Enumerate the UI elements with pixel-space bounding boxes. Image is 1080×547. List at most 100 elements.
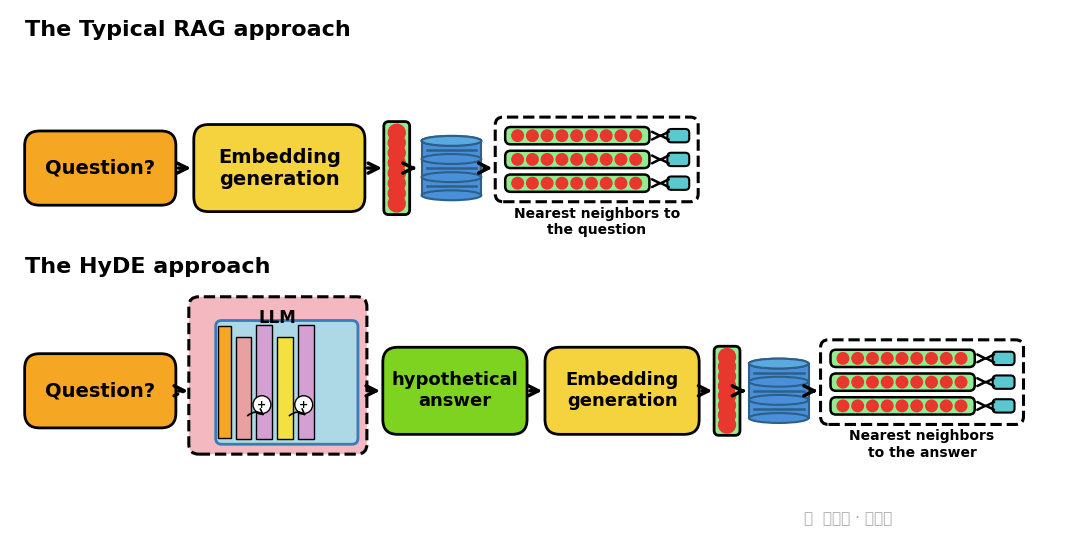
Circle shape xyxy=(941,353,953,364)
Text: hypothetical
answer: hypothetical answer xyxy=(392,371,518,410)
Circle shape xyxy=(616,177,626,189)
Circle shape xyxy=(718,397,735,414)
Circle shape xyxy=(600,154,612,165)
Bar xyxy=(748,382,809,400)
Circle shape xyxy=(852,376,864,388)
Text: The HyDE approach: The HyDE approach xyxy=(25,257,270,277)
Ellipse shape xyxy=(421,136,482,146)
Circle shape xyxy=(389,195,405,212)
Circle shape xyxy=(527,130,538,142)
Circle shape xyxy=(512,130,524,142)
Circle shape xyxy=(837,376,849,388)
Bar xyxy=(421,141,482,159)
Circle shape xyxy=(527,177,538,189)
Bar xyxy=(218,327,231,438)
FancyBboxPatch shape xyxy=(25,354,176,428)
Ellipse shape xyxy=(421,190,482,200)
Ellipse shape xyxy=(421,172,482,182)
Circle shape xyxy=(866,400,878,412)
Text: Question?: Question? xyxy=(45,381,156,400)
Circle shape xyxy=(616,130,626,142)
Ellipse shape xyxy=(421,154,482,164)
Circle shape xyxy=(541,154,553,165)
Bar xyxy=(278,337,294,439)
Ellipse shape xyxy=(748,377,809,387)
Circle shape xyxy=(571,177,582,189)
Circle shape xyxy=(512,177,524,189)
Circle shape xyxy=(616,154,626,165)
FancyBboxPatch shape xyxy=(25,131,176,205)
Circle shape xyxy=(896,376,908,388)
Circle shape xyxy=(852,353,864,364)
FancyBboxPatch shape xyxy=(667,129,689,142)
Circle shape xyxy=(512,154,524,165)
Circle shape xyxy=(571,130,582,142)
FancyBboxPatch shape xyxy=(831,397,975,415)
Circle shape xyxy=(389,175,405,191)
Circle shape xyxy=(630,177,642,189)
Circle shape xyxy=(956,376,967,388)
Circle shape xyxy=(389,165,405,182)
Circle shape xyxy=(852,400,864,412)
Circle shape xyxy=(718,416,735,433)
Circle shape xyxy=(718,348,735,365)
Bar xyxy=(748,364,809,382)
Circle shape xyxy=(585,177,597,189)
Circle shape xyxy=(910,376,922,388)
FancyBboxPatch shape xyxy=(714,346,740,435)
Circle shape xyxy=(956,400,967,412)
Ellipse shape xyxy=(748,413,809,423)
Circle shape xyxy=(571,154,582,165)
Circle shape xyxy=(389,185,405,202)
Circle shape xyxy=(718,368,735,385)
Circle shape xyxy=(896,353,908,364)
Ellipse shape xyxy=(421,136,482,146)
Circle shape xyxy=(881,376,893,388)
Ellipse shape xyxy=(748,395,809,405)
Circle shape xyxy=(926,400,937,412)
Bar xyxy=(421,159,482,177)
Circle shape xyxy=(926,353,937,364)
Circle shape xyxy=(630,154,642,165)
Bar xyxy=(298,325,314,439)
Circle shape xyxy=(556,130,568,142)
Circle shape xyxy=(600,177,612,189)
FancyBboxPatch shape xyxy=(216,321,357,444)
FancyBboxPatch shape xyxy=(193,125,365,212)
Ellipse shape xyxy=(748,359,809,369)
Circle shape xyxy=(630,130,642,142)
Circle shape xyxy=(941,400,953,412)
Text: +: + xyxy=(257,400,267,410)
FancyBboxPatch shape xyxy=(189,297,367,454)
Text: Nearest neighbors to
the question: Nearest neighbors to the question xyxy=(514,207,679,237)
Circle shape xyxy=(556,177,568,189)
Text: Nearest neighbors
to the answer: Nearest neighbors to the answer xyxy=(850,429,995,459)
Circle shape xyxy=(910,400,922,412)
FancyBboxPatch shape xyxy=(993,352,1014,365)
Ellipse shape xyxy=(748,359,809,369)
Circle shape xyxy=(585,154,597,165)
Circle shape xyxy=(585,130,597,142)
Circle shape xyxy=(910,353,922,364)
FancyBboxPatch shape xyxy=(382,347,527,434)
Circle shape xyxy=(718,358,735,375)
Circle shape xyxy=(866,376,878,388)
Text: +: + xyxy=(299,400,309,410)
Circle shape xyxy=(926,376,937,388)
FancyBboxPatch shape xyxy=(993,375,1014,389)
Circle shape xyxy=(837,400,849,412)
Bar xyxy=(256,325,272,439)
Circle shape xyxy=(896,400,908,412)
Circle shape xyxy=(527,154,538,165)
Circle shape xyxy=(718,406,735,423)
Text: 🔗  公众号 · 风叔云: 🔗 公众号 · 风叔云 xyxy=(805,511,892,526)
FancyBboxPatch shape xyxy=(545,347,699,434)
Bar xyxy=(748,400,809,418)
Circle shape xyxy=(941,376,953,388)
Circle shape xyxy=(718,387,735,404)
Circle shape xyxy=(956,353,967,364)
Circle shape xyxy=(389,124,405,141)
Circle shape xyxy=(389,135,405,151)
FancyBboxPatch shape xyxy=(383,121,409,214)
Text: LLM: LLM xyxy=(259,309,297,327)
